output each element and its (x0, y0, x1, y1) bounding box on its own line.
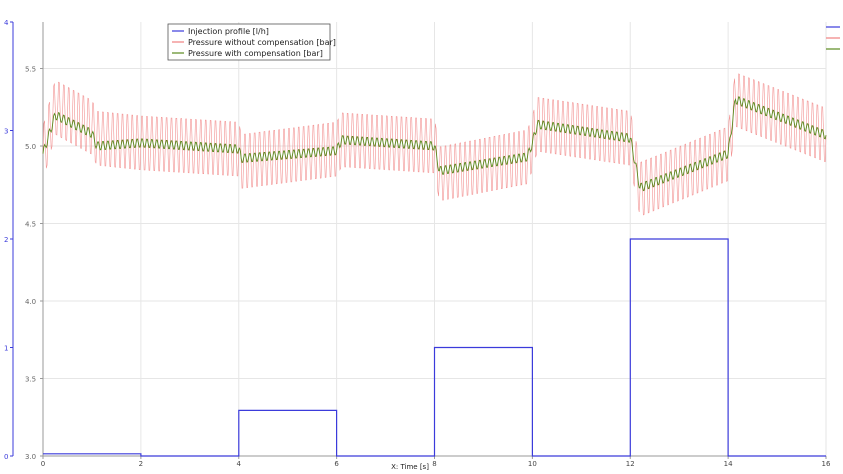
legend-entry: Pressure with compensation [bar] (188, 49, 323, 58)
y-inner-tick-label: 3.0 (25, 453, 36, 461)
x-tick-label: 0 (41, 460, 45, 468)
legend-swatches-right (826, 26, 840, 50)
x-tick-label: 2 (139, 460, 143, 468)
series-injection-profile (43, 238, 826, 457)
y-inner-tick-label: 4.0 (25, 298, 36, 306)
y-outer-tick-label: 3 (4, 128, 8, 136)
y-outer-tick-label: 4 (4, 19, 9, 27)
y-outer-tick-label: 1 (4, 345, 8, 353)
x-tick-label: 4 (237, 460, 242, 468)
y-outer-tick-label: 0 (4, 453, 8, 461)
x-tick-label: 12 (626, 460, 635, 468)
x-tick-label: 8 (432, 460, 436, 468)
x-tick-label: 16 (822, 460, 831, 468)
legend-entry: Pressure without compensation [bar] (188, 38, 336, 47)
y-inner-tick-label: 4.5 (25, 221, 36, 229)
legend-entry: Injection profile [l/h] (188, 27, 269, 36)
x-axis-label: X: Time [s] (391, 463, 429, 471)
x-tick-label: 6 (334, 460, 339, 468)
y-inner-tick-label: 5.5 (25, 66, 36, 74)
x-tick-label: 14 (724, 460, 733, 468)
series-pressure-with-compensation (42, 96, 827, 192)
data-series (42, 73, 827, 457)
y-inner-tick-label: 3.5 (25, 376, 36, 384)
x-tick-label: 10 (528, 460, 537, 468)
legend-box (167, 23, 331, 61)
y-outer-tick-label: 2 (4, 236, 8, 244)
legend: Injection profile [l/h] Pressure without … (167, 23, 336, 61)
y-inner-tick-label: 5.0 (25, 143, 36, 151)
